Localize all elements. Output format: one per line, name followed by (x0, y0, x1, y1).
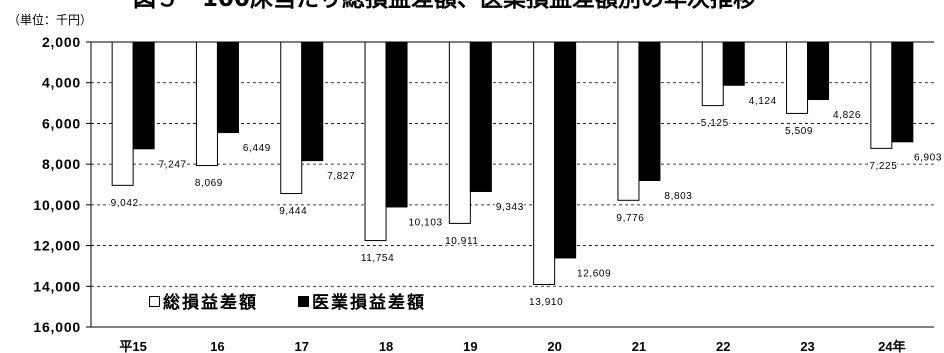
x-tick-label: 18 (379, 339, 393, 353)
total-profit-bar (701, 41, 724, 107)
y-tick-label: 12,000 (33, 238, 81, 254)
x-tick-label: 平15 (119, 339, 146, 353)
medical-profit-data-label: 7,247 (159, 159, 187, 170)
legend: 総損益差額 医業損益差額 (149, 292, 426, 313)
total-profit-bar (195, 41, 218, 167)
axes: 2,000 4,000 6,000 8,000 10,000 12,000 14,000 16… (33, 34, 934, 353)
medical-profit-data-label: 4,826 (833, 110, 861, 121)
chart-title: 図５ 100床当たり総損益差額、医業損益差額別の年次推移 (133, 0, 756, 12)
medical-profit-bar (891, 41, 914, 143)
y-tick-label: 2,000 (42, 34, 81, 50)
total-profit-bar (533, 41, 556, 285)
total-profit-data-label: 8,069 (195, 178, 223, 189)
medical-profit-bar (385, 41, 408, 208)
x-tick-label: 23 (800, 339, 814, 353)
x-tick-label: 22 (716, 339, 730, 353)
total-profit-data-label: 7,225 (869, 161, 897, 172)
x-tick-label: 21 (632, 339, 646, 353)
y-tick-label: 16,000 (33, 319, 81, 335)
medical-profit-data-label: 6,903 (914, 152, 942, 163)
medical-profit-data-label: 6,449 (243, 143, 271, 154)
medical-profit-data-label: 9,343 (496, 202, 524, 213)
medical-profit-bar (638, 41, 661, 181)
medical-profit-data-label: 7,827 (327, 171, 355, 182)
total-profit-data-label: 9,444 (279, 206, 307, 217)
medical-profit-bar (722, 41, 745, 86)
medical-profit-bar (216, 41, 239, 134)
legend-label-total-profit: 総損益差額 (163, 292, 258, 313)
total-profit-data-label: 5,509 (785, 126, 813, 137)
total-profit-data-label: 9,042 (111, 198, 139, 209)
y-tick-label: 4,000 (42, 75, 81, 91)
unit-label: （単位：千円） (8, 12, 92, 27)
x-tick-label: 17 (295, 339, 309, 353)
total-profit-bar (617, 41, 640, 201)
medical-profit-data-label: 10,103 (408, 218, 442, 229)
x-tick-label: 19 (463, 339, 477, 353)
y-tick-label: 8,000 (42, 156, 81, 172)
medical-profit-data-label: 8,803 (664, 191, 692, 202)
medical-profit-data-label: 4,124 (749, 96, 777, 107)
total-profit-data-label: 10,911 (445, 236, 478, 247)
medical-profit-bar (301, 41, 324, 162)
y-tick-label: 14,000 (33, 278, 81, 294)
total-profit-bar (364, 41, 387, 242)
x-tick-label: 24年 (878, 339, 905, 353)
legend-marker-total-profit (149, 296, 160, 307)
legend-label-medical-profit: 医業損益差額 (312, 292, 426, 313)
total-profit-data-label: 11,754 (361, 253, 394, 264)
total-profit-bar (280, 41, 303, 195)
medical-profit-bar (807, 41, 830, 101)
total-profit-bar (448, 41, 471, 224)
medical-profit-data-label: 12,609 (577, 269, 611, 280)
data-labels: 9,042 7,247 8,069 6,449 9,444 7,827 11,754 10,1… (109, 94, 943, 309)
legend-marker-medical-profit (298, 296, 309, 307)
bars (111, 41, 914, 285)
total-profit-data-label: 13,910 (529, 297, 563, 308)
total-profit-bar (786, 41, 809, 114)
x-tick-label: 20 (547, 339, 561, 353)
total-profit-bar (870, 41, 893, 149)
total-profit-bar (111, 41, 134, 186)
medical-profit-bar (132, 41, 155, 150)
y-tick-label: 6,000 (42, 115, 81, 131)
total-profit-data-label: 9,776 (616, 213, 644, 224)
medical-profit-bar (554, 41, 577, 259)
medical-profit-bar (469, 41, 492, 192)
total-profit-data-label: 5,125 (701, 118, 729, 129)
x-tick-label: 16 (210, 339, 224, 353)
y-tick-label: 10,000 (33, 197, 81, 213)
